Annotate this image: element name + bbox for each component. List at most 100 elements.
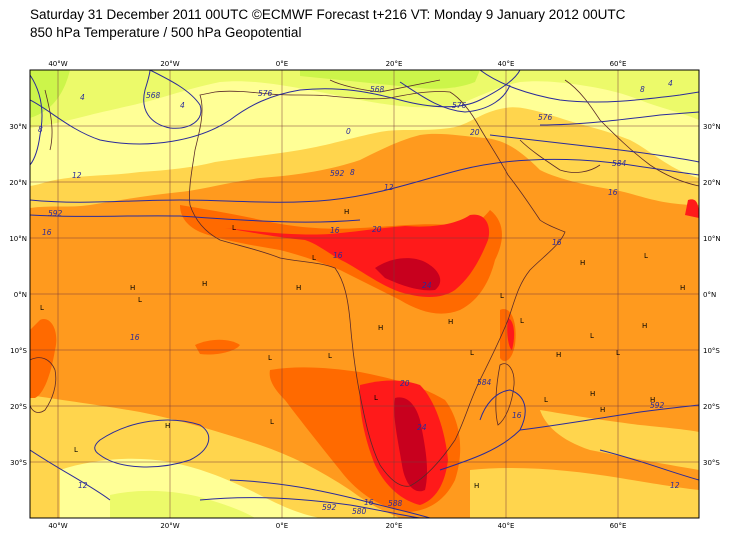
tick-bottom-20w: 20°W — [160, 522, 179, 530]
temp-band-8-12 — [30, 70, 699, 186]
high-mark: H — [296, 284, 301, 292]
high-mark: H — [556, 351, 561, 359]
tick-bottom-60e: 60°E — [610, 522, 627, 530]
left-axis-ticks: 30°N 20°N 10°N 0°N 10°S 20°S 30°S — [9, 123, 27, 467]
low-mark: L — [270, 418, 274, 426]
geo-label: 576 — [258, 89, 273, 98]
geo-label: 592 — [330, 169, 345, 178]
temp-label: 20 — [400, 379, 410, 388]
low-mark: L — [500, 292, 504, 300]
geo-label: 576 — [538, 113, 553, 122]
high-mark: H — [642, 322, 647, 330]
geo-label: 580 — [352, 507, 367, 516]
tick-bottom-20e: 20°E — [386, 522, 403, 530]
temp-label: 20 — [372, 225, 382, 234]
low-mark: L — [470, 349, 474, 357]
temp-band-12-16-east — [540, 410, 699, 470]
high-mark: H — [680, 284, 685, 292]
high-mark: H — [344, 208, 349, 216]
temperature-labels: 24 20 20 16 16 16 16 16 16 12 12 12 12 8… — [38, 79, 680, 507]
tick-left-30s: 30°S — [10, 459, 27, 467]
geo-label: 584 — [612, 159, 627, 168]
temp-label: 4 — [180, 101, 185, 110]
coastlines — [30, 79, 699, 487]
temp-label: 12 — [78, 481, 88, 490]
geo-label: 568 — [370, 85, 385, 94]
temp-band-4-8-south — [110, 490, 255, 518]
temp-label: 24 — [422, 281, 432, 290]
temp-label: 20 — [470, 128, 480, 137]
temp-label: 4 — [668, 79, 673, 88]
temp-band-12-16-se — [470, 467, 699, 518]
temp-label: 16 — [330, 226, 340, 235]
low-mark: L — [374, 394, 378, 402]
temp-label: 4 — [80, 93, 85, 102]
tick-bottom-40e: 40°E — [498, 522, 515, 530]
high-mark: H — [378, 324, 383, 332]
tick-right-20s: 20°S — [703, 403, 720, 411]
low-mark: L — [312, 254, 316, 262]
high-mark: H — [580, 259, 585, 267]
geo-label: 592 — [48, 209, 63, 218]
temp-band-28-32-central — [375, 258, 441, 291]
tick-left-0n: 0°N — [14, 291, 27, 299]
temp-label: 16 — [333, 251, 343, 260]
low-mark: L — [74, 446, 78, 454]
temp-label: 8 — [38, 125, 43, 134]
tick-top-40w: 40°W — [48, 60, 67, 68]
geo-label: 592 — [650, 401, 665, 410]
right-axis-ticks: 30°N 20°N 10°N 0°N 10°S 20°S 30°S — [703, 123, 721, 467]
map-frame — [29, 69, 700, 519]
geopotential-labels: 592 592 584 576 576 576 568 568 584 592 … — [48, 85, 665, 516]
low-mark: L — [268, 354, 272, 362]
tick-bottom-0e: 0°E — [276, 522, 288, 530]
high-mark: H — [590, 390, 595, 398]
high-mark: H — [474, 482, 479, 490]
lat-lon-grid — [30, 70, 699, 518]
high-mark: H — [165, 422, 170, 430]
high-mark: H — [448, 318, 453, 326]
low-mark: L — [138, 296, 142, 304]
tick-left-10s: 10°S — [10, 347, 27, 355]
map-subtitle: 850 hPa Temperature / 500 hPa Geopotenti… — [30, 25, 302, 40]
high-mark: H — [650, 396, 655, 404]
temp-band-0-4 — [300, 70, 480, 89]
temp-label: 12 — [384, 183, 394, 192]
madagascar-coast — [495, 363, 515, 426]
temp-label: 12 — [670, 481, 680, 490]
tick-top-20e: 20°E — [386, 60, 403, 68]
tick-right-30n: 30°N — [703, 123, 721, 131]
temp-band-4-8 — [30, 70, 699, 128]
tick-top-60e: 60°E — [610, 60, 627, 68]
tick-left-30n: 30°N — [9, 123, 27, 131]
bottom-axis-ticks: 40°W 20°W 0°E 20°E 40°E 60°E — [48, 522, 626, 530]
low-mark: L — [328, 352, 332, 360]
tick-right-20n: 20°N — [703, 179, 721, 187]
high-mark: H — [202, 280, 207, 288]
high-mark: H — [600, 406, 605, 414]
temp-label: 0 — [346, 127, 351, 136]
geo-label: 576 — [452, 101, 467, 110]
temp-label: 8 — [640, 85, 645, 94]
tick-left-20n: 20°N — [9, 179, 27, 187]
temp-label: 12 — [72, 171, 82, 180]
tick-left-10n: 10°N — [9, 235, 27, 243]
temp-label: 24 — [417, 423, 427, 432]
temp-label: 16 — [42, 228, 52, 237]
temp-label: 16 — [130, 333, 140, 342]
geo-label: 592 — [322, 503, 337, 512]
geo-label: 584 — [477, 378, 492, 387]
low-mark: L — [544, 396, 548, 404]
low-mark: L — [644, 252, 648, 260]
tick-top-20w: 20°W — [160, 60, 179, 68]
geopotential-contours — [30, 70, 699, 518]
tick-right-10s: 10°S — [703, 347, 720, 355]
tick-right-0n: 0°N — [703, 291, 716, 299]
temp-label: 16 — [512, 411, 522, 420]
tick-top-0e: 0°E — [276, 60, 288, 68]
low-mark: L — [616, 349, 620, 357]
top-axis-ticks: 40°W 20°W 0°E 20°E 40°E 60°E — [48, 60, 626, 68]
temperature-field — [30, 70, 699, 518]
temp-label: 8 — [350, 168, 355, 177]
geo-label: 588 — [388, 499, 403, 508]
